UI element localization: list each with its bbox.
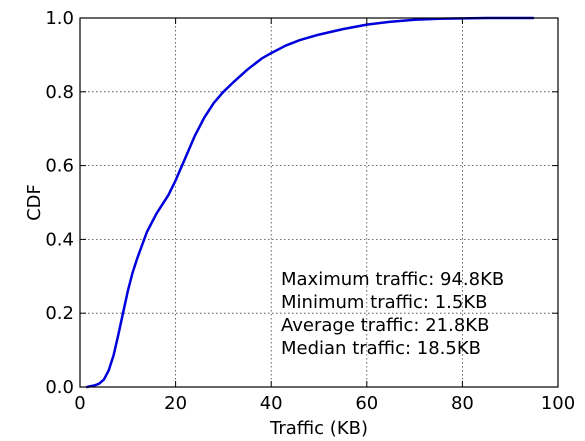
x-axis-label: Traffic (KB) — [269, 418, 368, 439]
x-tick-label: 20 — [164, 393, 187, 414]
annotation-average-traffic: Average traffic: 21.8KB — [281, 315, 489, 336]
annotation-median-traffic: Median traffic: 18.5KB — [281, 338, 481, 359]
y-tick-label: 1.0 — [45, 8, 74, 29]
y-tick-label: 0.0 — [45, 377, 74, 398]
plot-frame — [79, 17, 559, 388]
x-tick-label: 60 — [355, 393, 378, 414]
y-tick-label: 0.2 — [45, 303, 74, 324]
y-tick-label: 0.4 — [45, 229, 74, 250]
annotation-max-traffic: Maximum traffic: 94.8KB — [281, 269, 504, 290]
x-tick-label: 80 — [451, 393, 474, 414]
y-tick-label: 0.8 — [45, 82, 74, 103]
plot-area — [85, 16, 535, 389]
y-axis-label: CDF — [24, 184, 45, 221]
y-tick-label: 0.6 — [45, 156, 74, 177]
annotation-min-traffic: Minimum traffic: 1.5KB — [281, 292, 488, 313]
x-tick-label: 0 — [74, 393, 85, 414]
axis-ticks: 0 20 40 60 80 100 0.0 0.2 0.4 0.6 0.8 1.0 — [45, 8, 575, 414]
cdf-series-line — [85, 16, 535, 389]
x-tick-label: 100 — [541, 393, 575, 414]
x-tick-label: 40 — [260, 393, 283, 414]
